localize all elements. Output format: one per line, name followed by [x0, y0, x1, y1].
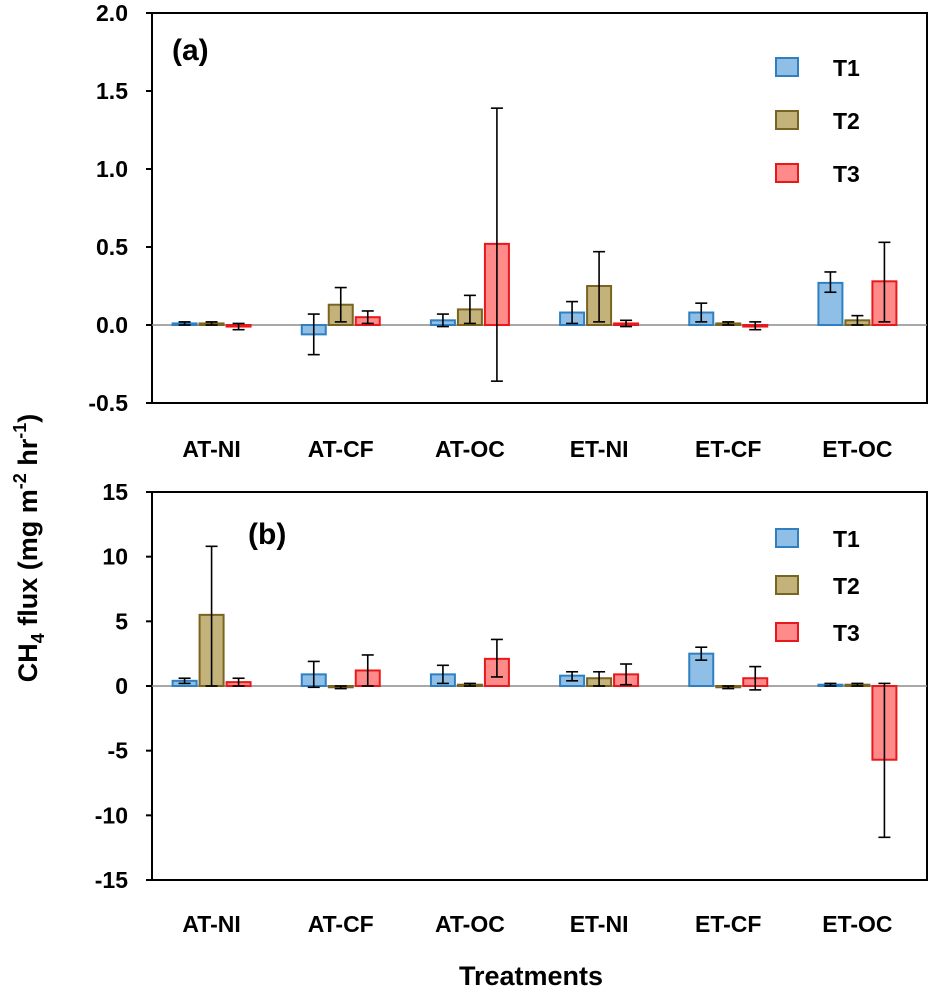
- legend-label-t1: T1: [833, 55, 860, 81]
- legend-swatch-t1: [775, 57, 799, 77]
- x-tick-label-a: AT-NI: [182, 436, 240, 462]
- error-bar-t1-b: [436, 664, 449, 685]
- y-tick-label-a: 1.5: [96, 78, 128, 104]
- x-tick-label-a: ET-OC: [822, 436, 892, 462]
- error-bar-t1-a: [436, 313, 449, 328]
- error-bar-t2-a: [463, 294, 476, 325]
- legend-label-t1: T1: [833, 526, 860, 552]
- error-bar-t3-b: [361, 654, 374, 687]
- error-bar-t2-b: [205, 545, 218, 687]
- x-tick-label-a: ET-CF: [695, 436, 761, 462]
- legend-label-t2: T2: [833, 108, 860, 134]
- error-bar-t2-b: [334, 685, 347, 690]
- error-bar-t3-a: [620, 319, 633, 328]
- legend-swatch-t2: [775, 110, 799, 130]
- error-bar-t3-b: [232, 677, 245, 687]
- x-tick-label-a: AT-CF: [308, 436, 374, 462]
- legend-swatch-t3: [775, 622, 799, 642]
- legend-label-t3: T3: [833, 620, 860, 646]
- error-bar-t1-a: [824, 271, 837, 294]
- y-tick-label-a: 0.5: [96, 234, 128, 260]
- x-tick-label-b: AT-OC: [435, 911, 505, 937]
- error-bar-t2-a: [205, 321, 218, 326]
- error-bar-t1-a: [695, 302, 708, 323]
- y-tick-label-b: 15: [102, 479, 128, 505]
- error-bar-t1-b: [178, 677, 191, 685]
- panel-a: -0.5 0.0 0.5 1.0 1.5 2.0 AT-NI AT-CF AT-OC ET-NI E…: [88, 0, 928, 462]
- error-bar-t2-b: [593, 670, 606, 687]
- x-tick-label-a: ET-NI: [570, 436, 629, 462]
- y-tick-label-a: -0.5: [88, 390, 128, 416]
- error-bar-t3-a: [490, 107, 503, 382]
- legend-swatch-t3: [775, 163, 799, 183]
- error-bar-t2-a: [722, 321, 735, 326]
- panel-label-a: (a): [172, 34, 209, 67]
- error-bar-t2-b: [851, 682, 864, 687]
- x-tick-label-b: ET-NI: [570, 911, 629, 937]
- legend-b: T1 T2 T3: [775, 526, 860, 646]
- x-tick-label-b: ET-CF: [695, 911, 761, 937]
- error-bar-t2-b: [463, 682, 476, 687]
- y-tick-label-b: 0: [115, 673, 128, 699]
- x-tick-label-a: AT-OC: [435, 436, 505, 462]
- plot-frame-a: [151, 12, 928, 404]
- error-bar-t3-a: [749, 321, 762, 331]
- error-bar-t1-b: [824, 682, 837, 687]
- y-tick-label-b: -15: [95, 867, 128, 893]
- error-bar-t1-b: [307, 660, 320, 689]
- legend-a: T1 T2 T3: [775, 55, 860, 187]
- error-bar-t2-a: [334, 286, 347, 323]
- x-axis-title: Treatments: [459, 961, 603, 991]
- error-bar-t1-b: [566, 670, 579, 682]
- panel-label-b: (b): [248, 518, 286, 551]
- panel-b: -15 -10 -5 0 5 10 15 AT-NI AT-CF AT-OC ET-NI ET-CF E…: [95, 479, 928, 937]
- y-tick-label-a: 0.0: [96, 312, 128, 338]
- y-tick-label-b: 5: [115, 608, 128, 634]
- error-bar-t3-b: [878, 682, 891, 839]
- error-bar-t3-a: [361, 310, 374, 325]
- legend-label-t3: T3: [833, 161, 860, 187]
- error-bar-t1-a: [178, 321, 191, 326]
- error-bar-t3-a: [232, 322, 245, 331]
- y-tick-label-b: -10: [95, 802, 128, 828]
- x-tick-label-b: AT-CF: [308, 911, 374, 937]
- y-axis-title: CH4 flux (mg m-2 hr-1): [10, 414, 48, 683]
- error-bar-t2-a: [851, 314, 864, 326]
- error-bar-t3-b: [490, 638, 503, 678]
- error-bar-t3-a: [878, 241, 891, 323]
- y-tick-label-a: 2.0: [96, 0, 128, 26]
- x-tick-label-b: ET-OC: [822, 911, 892, 937]
- y-tick-label-a: 1.0: [96, 156, 128, 182]
- error-bar-t2-b: [722, 685, 735, 690]
- y-tick-label-b: -5: [108, 738, 129, 764]
- error-bar-t1-a: [566, 300, 579, 325]
- legend-label-t2: T2: [833, 573, 860, 599]
- legend-swatch-t1: [775, 528, 799, 548]
- error-bar-t1-b: [695, 646, 708, 661]
- error-bar-t1-a: [307, 313, 320, 356]
- y-tick-label-b: 10: [102, 544, 128, 570]
- error-bar-t2-a: [593, 250, 606, 323]
- legend-swatch-t2: [775, 575, 799, 595]
- error-bar-t3-b: [749, 665, 762, 691]
- error-bar-t3-b: [620, 663, 633, 686]
- x-tick-label-b: AT-NI: [182, 911, 240, 937]
